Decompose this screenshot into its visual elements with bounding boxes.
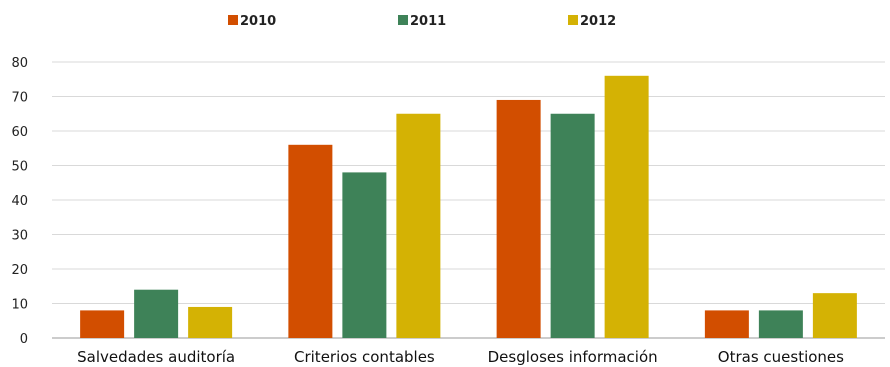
legend: 2010 2011 2012 bbox=[228, 14, 616, 29]
bar-2010-2 bbox=[496, 99, 541, 338]
y-tick-label: 0 bbox=[20, 332, 28, 347]
y-tick-label: 70 bbox=[11, 91, 28, 106]
x-category-label: Desgloses información bbox=[488, 348, 658, 366]
bar-2010-1 bbox=[288, 144, 333, 338]
bar-2010-3 bbox=[704, 310, 749, 338]
x-category-label: Otras cuestiones bbox=[718, 348, 844, 366]
x-axis-labels: Salvedades auditoría Criterios contables D… bbox=[77, 348, 844, 366]
legend-label-2011: 2011 bbox=[410, 14, 446, 29]
legend-label-2012: 2012 bbox=[580, 14, 616, 29]
y-tick-label: 60 bbox=[11, 125, 28, 140]
y-tick-label: 40 bbox=[11, 194, 28, 209]
bar-2011-2 bbox=[550, 113, 595, 338]
bar-2012-1 bbox=[396, 113, 441, 338]
legend-label-2010: 2010 bbox=[240, 14, 276, 29]
y-tick-label: 10 bbox=[11, 298, 28, 313]
bar-2011-3 bbox=[758, 310, 803, 338]
bar-2012-2 bbox=[604, 75, 649, 339]
bars bbox=[80, 75, 857, 339]
y-axis-ticks: 0 10 20 30 40 50 60 70 80 bbox=[11, 56, 28, 347]
y-tick-label: 20 bbox=[11, 263, 28, 278]
x-category-label: Salvedades auditoría bbox=[77, 348, 235, 366]
legend-swatch-2011 bbox=[398, 15, 408, 25]
bar-2011-0 bbox=[134, 289, 179, 338]
bar-2010-0 bbox=[80, 310, 125, 338]
bar-2012-3 bbox=[812, 293, 857, 338]
bar-2012-0 bbox=[188, 306, 233, 338]
y-tick-label: 30 bbox=[11, 229, 28, 244]
y-tick-label: 80 bbox=[11, 56, 28, 71]
gridlines bbox=[52, 61, 885, 339]
x-category-label: Criterios contables bbox=[294, 348, 435, 366]
legend-swatch-2012 bbox=[568, 15, 578, 25]
legend-swatch-2010 bbox=[228, 15, 238, 25]
bar-2011-1 bbox=[342, 172, 387, 338]
y-tick-label: 50 bbox=[11, 160, 28, 175]
